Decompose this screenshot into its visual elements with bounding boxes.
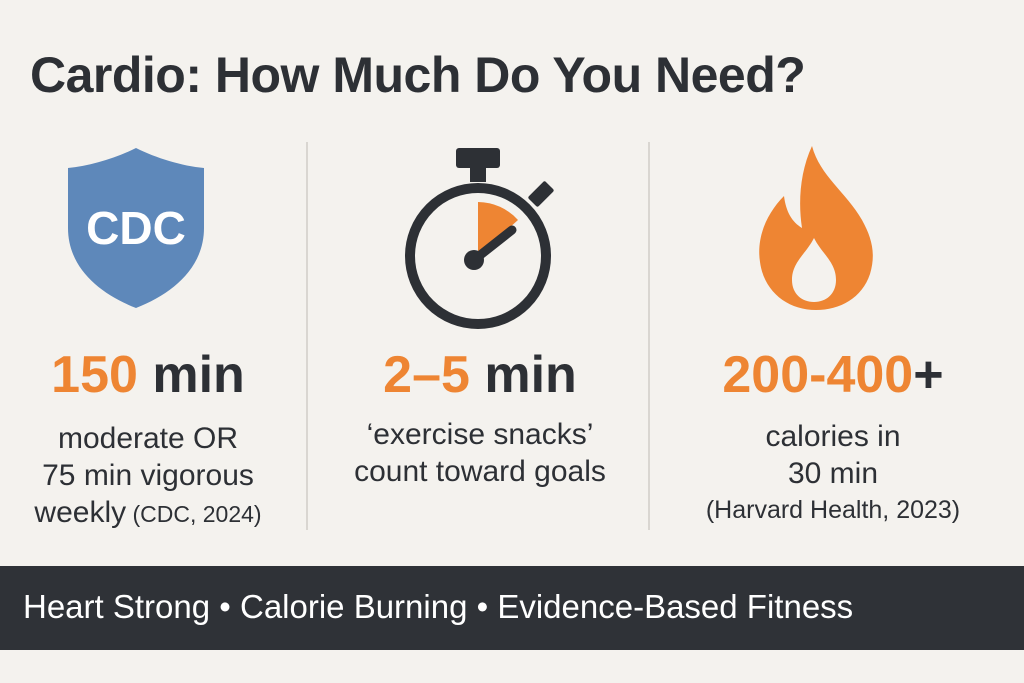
source-citation: (Harvard Health, 2023) — [705, 496, 961, 524]
stat-description: calories in 30 min (Harvard Health, 2023… — [652, 418, 1014, 529]
column-divider — [306, 142, 308, 530]
exercise-snacks-column: 2–5 min ‘exercise snacks’ count toward g… — [310, 140, 650, 540]
shield-label: CDC — [86, 202, 186, 254]
footer-banner: Heart Strong • Calorie Burning • Evidenc… — [0, 566, 1024, 650]
flame-icon — [759, 146, 873, 310]
stat-2-5-min: 2–5 min — [383, 346, 577, 404]
cdc-column: CDC 150 min moderate OR 75 min vigorous … — [0, 140, 296, 540]
column-divider — [648, 142, 650, 530]
calories-column: 200-400+ calories in 30 min (Harvard Hea… — [652, 140, 1014, 540]
shield-icon: CDC — [68, 148, 204, 308]
stopwatch-icon — [405, 148, 554, 329]
stat-description: ‘exercise snacks’ count toward goals — [354, 418, 606, 488]
banner-text: Heart Strong • Calorie Burning • Evidenc… — [23, 588, 854, 625]
stat-200-400-calories: 200-400+ — [722, 346, 944, 404]
page-title: Cardio: How Much Do You Need? — [30, 47, 806, 103]
stat-150-min: 150 min — [51, 346, 245, 404]
stat-description: moderate OR 75 min vigorous weekly (CDC,… — [34, 422, 262, 529]
